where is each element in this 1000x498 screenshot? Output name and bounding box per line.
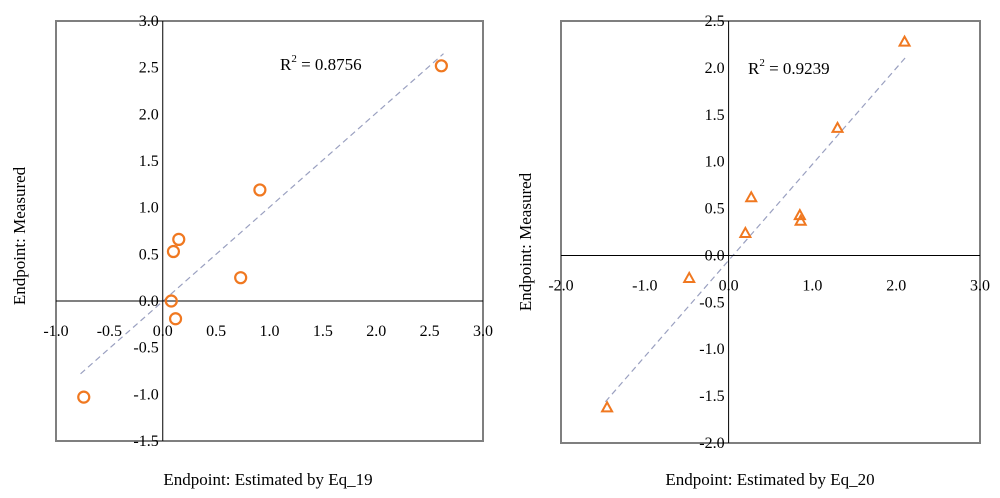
- data-points: [600, 34, 912, 413]
- x-tick-label: 0.5: [206, 323, 226, 340]
- data-point-marker: [77, 390, 91, 404]
- y-tick-label: 1.5: [139, 153, 159, 170]
- data-point-marker: [172, 232, 186, 246]
- x-tick-label: -2.0: [548, 277, 573, 294]
- r-squared-label: R2 = 0.8756: [280, 53, 362, 74]
- y-axis-title: Endpoint: Measured: [516, 172, 535, 311]
- trendline-group: [80, 53, 444, 375]
- x-axis-title: Endpoint: Estimated by Eq_20: [665, 470, 874, 489]
- axes-group: [561, 21, 980, 443]
- y-tick-label: -2.0: [699, 435, 724, 452]
- y-tick-label: 0.5: [705, 201, 725, 218]
- axes-group: [56, 21, 483, 441]
- y-tick-label: 3.0: [139, 13, 159, 30]
- y-tick-label: -1.5: [699, 388, 724, 405]
- data-point-marker: [744, 190, 758, 203]
- y-tick-label: 0.5: [139, 246, 159, 263]
- x-tick-label: 3.0: [473, 323, 493, 340]
- x-tick-label: -1.0: [632, 277, 657, 294]
- chart-eq20: -2.0 -1.0 0.0 1.0 2.0 3.0 -2.0-1.5-1.0-0.50.0…: [516, 13, 990, 489]
- y-tick-label: 2.5: [139, 60, 159, 77]
- x-tick-labels: -2.0 -1.0 0.0 1.0 2.0 3.0: [548, 277, 990, 294]
- trendline: [604, 55, 908, 403]
- trendline: [80, 53, 444, 375]
- x-tick-label: 2.0: [886, 277, 906, 294]
- plot-frame: [560, 20, 981, 444]
- x-tick-label: 0.0: [719, 277, 739, 294]
- data-point-marker: [168, 312, 183, 326]
- plot-frame: [55, 20, 484, 442]
- x-axis-title: Endpoint: Estimated by Eq_19: [163, 470, 372, 489]
- x-tick-label: 0.0: [153, 323, 173, 340]
- y-tick-label: 1.0: [705, 154, 725, 171]
- x-tick-label: 3.0: [970, 277, 990, 294]
- x-tick-label: -0.5: [97, 323, 122, 340]
- y-tick-label: 2.5: [705, 13, 725, 30]
- x-tick-label: -1.0: [43, 323, 68, 340]
- x-tick-label: 1.0: [802, 277, 822, 294]
- data-point-marker: [738, 225, 753, 238]
- y-tick-label: -1.0: [699, 341, 724, 358]
- y-tick-label: 2.0: [705, 60, 725, 77]
- y-tick-label: 1.0: [139, 200, 159, 217]
- data-point-marker: [600, 400, 614, 413]
- data-point-marker: [434, 59, 448, 73]
- y-tick-labels: -2.0 -1.5 -1.0 -0.5 0.0 0.5 1.0 1.5 2.0 2.5: [699, 13, 724, 452]
- data-point-marker: [830, 120, 845, 133]
- y-tick-labels: -1.5 -1.0 -0.5 0.0 0.5 1.0 1.5 2.0 2.5 3.0: [133, 13, 158, 450]
- x-tick-label: 2.0: [366, 323, 386, 340]
- y-tick-label: -0.5: [699, 294, 724, 311]
- data-point-marker: [253, 183, 267, 197]
- y-tick-label: 0.0: [705, 247, 725, 264]
- data-point-marker: [164, 294, 178, 308]
- data-point-marker: [793, 213, 808, 226]
- x-tick-label: 1.0: [260, 323, 280, 340]
- chart-eq19: -1.0 -0.5 0.0 0.5 1.0 1.5 2.0 2.5 3.0 -1.5-1.0-0…: [10, 13, 493, 489]
- y-tick-label: -1.0: [133, 386, 158, 403]
- y-tick-label: -1.5: [133, 433, 158, 450]
- y-tick-label: 0.0: [139, 293, 159, 310]
- x-tick-label: 2.5: [420, 323, 440, 340]
- y-tick-label: 1.5: [705, 107, 725, 124]
- data-points: [77, 59, 448, 404]
- y-tick-label: -0.5: [133, 340, 158, 357]
- x-tick-label: 1.5: [313, 323, 333, 340]
- r-squared-label: R2 = 0.9239: [748, 57, 830, 78]
- y-tick-label: 2.0: [139, 106, 159, 123]
- y-axis-title: Endpoint: Measured: [10, 166, 29, 305]
- data-point-marker: [166, 244, 181, 259]
- data-point-marker: [897, 34, 912, 47]
- data-point-marker: [234, 271, 248, 285]
- data-point-marker: [682, 270, 696, 283]
- trendline-group: [604, 55, 908, 403]
- x-tick-labels: -1.0 -0.5 0.0 0.5 1.0 1.5 2.0 2.5 3.0: [43, 323, 493, 340]
